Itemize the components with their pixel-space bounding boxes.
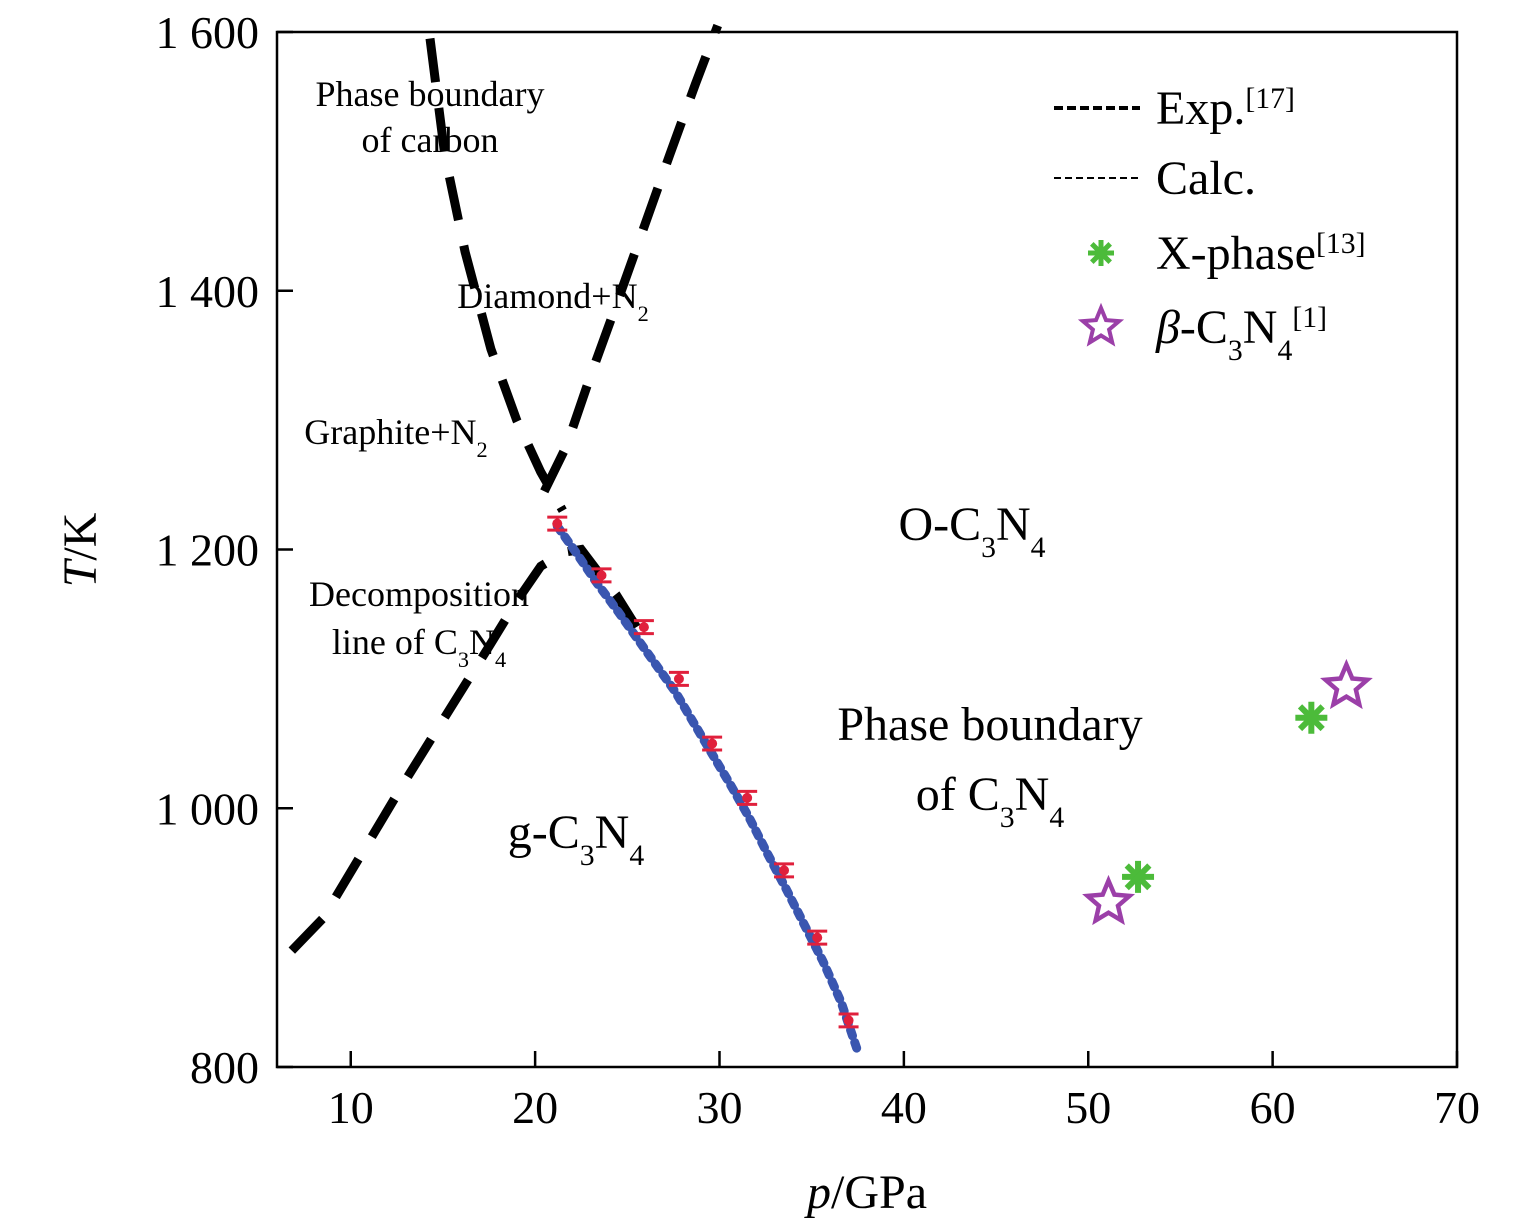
- asterisk-stroke: [1297, 704, 1325, 732]
- axes-layer: 10 20 30 40 50 60 70 800 1 000 1 200 1 400 1 600 p/G…: [54, 7, 1480, 1219]
- y-tick-label: 800: [190, 1042, 259, 1093]
- error-point: [638, 622, 649, 633]
- legend: Exp.[17] Calc. X-phase[13] β-C3N4[1]: [1054, 82, 1366, 367]
- y-tick-label: 1 600: [156, 7, 260, 58]
- x-tick-label: 40: [881, 1082, 927, 1133]
- x-tick-label: 60: [1250, 1082, 1296, 1133]
- beta-c3n4-marker: [1082, 874, 1136, 926]
- error-point: [742, 792, 753, 803]
- region-label: Phase boundary: [837, 698, 1142, 751]
- region-label: g-C3N4: [508, 806, 645, 872]
- legend-label: Calc.: [1156, 152, 1256, 205]
- y-axis-title: T/K: [54, 512, 107, 587]
- error-point: [673, 673, 684, 684]
- y-tick-label: 1 400: [156, 266, 260, 317]
- error-point: [552, 518, 563, 529]
- x-tick-label: 70: [1434, 1082, 1480, 1133]
- x-tick-label: 10: [328, 1082, 374, 1133]
- legend-item: X-phase[13]: [1088, 227, 1366, 281]
- legend-item: β-C3N4[1]: [1077, 301, 1327, 367]
- curves-layer: [288, 23, 863, 1056]
- legend-item: Exp.[17]: [1054, 82, 1295, 136]
- error-point: [779, 865, 790, 876]
- markers-layer: [547, 515, 1373, 1029]
- x-phase-marker: [1122, 860, 1155, 893]
- error-point: [812, 932, 823, 943]
- asterisk-stroke: [1124, 863, 1152, 891]
- legend-swatch-star: [1077, 302, 1125, 347]
- legend-swatch-asterisk: [1088, 240, 1114, 266]
- beta-c3n4-marker: [1320, 658, 1373, 710]
- error-point: [843, 1015, 854, 1026]
- y-tick-label: 1 000: [156, 783, 260, 834]
- region-label: line of C3N4: [332, 622, 506, 672]
- region-label: Decomposition: [309, 574, 529, 614]
- region-label: of C3N4: [916, 768, 1065, 834]
- exp-curve-exp-carbon-boundary: [425, 37, 567, 513]
- region-label: Phase boundary: [316, 74, 545, 114]
- legend-label: X-phase[13]: [1156, 227, 1366, 281]
- x-phase-marker: [1295, 701, 1328, 734]
- x-axis-title: p/GPa: [804, 1166, 927, 1219]
- error-point: [596, 570, 607, 581]
- x-tick-label: 50: [1065, 1082, 1111, 1133]
- exp-curve-exp-decomposition-line: [288, 544, 641, 954]
- region-label: O-C3N4: [898, 498, 1045, 564]
- region-label: of carbon: [362, 120, 499, 160]
- legend-label: Exp.[17]: [1156, 82, 1295, 136]
- x-tick-label: 30: [697, 1082, 743, 1133]
- error-point: [707, 738, 718, 749]
- region-label: Diamond+N2: [457, 276, 648, 326]
- annotations-layer: Phase boundary of carbon Diamond+N2 Graphit…: [304, 74, 1142, 872]
- y-tick-label: 1 200: [156, 525, 260, 576]
- exp-curve-exp-diamond-graphite-boundary: [540, 23, 722, 494]
- legend-label: β-C3N4[1]: [1155, 301, 1327, 367]
- calc-curve: [552, 521, 863, 1056]
- asterisk-stroke: [1090, 242, 1112, 264]
- x-tick-label: 20: [512, 1082, 558, 1133]
- legend-item: Calc.: [1054, 152, 1256, 205]
- region-label: Graphite+N2: [304, 412, 487, 462]
